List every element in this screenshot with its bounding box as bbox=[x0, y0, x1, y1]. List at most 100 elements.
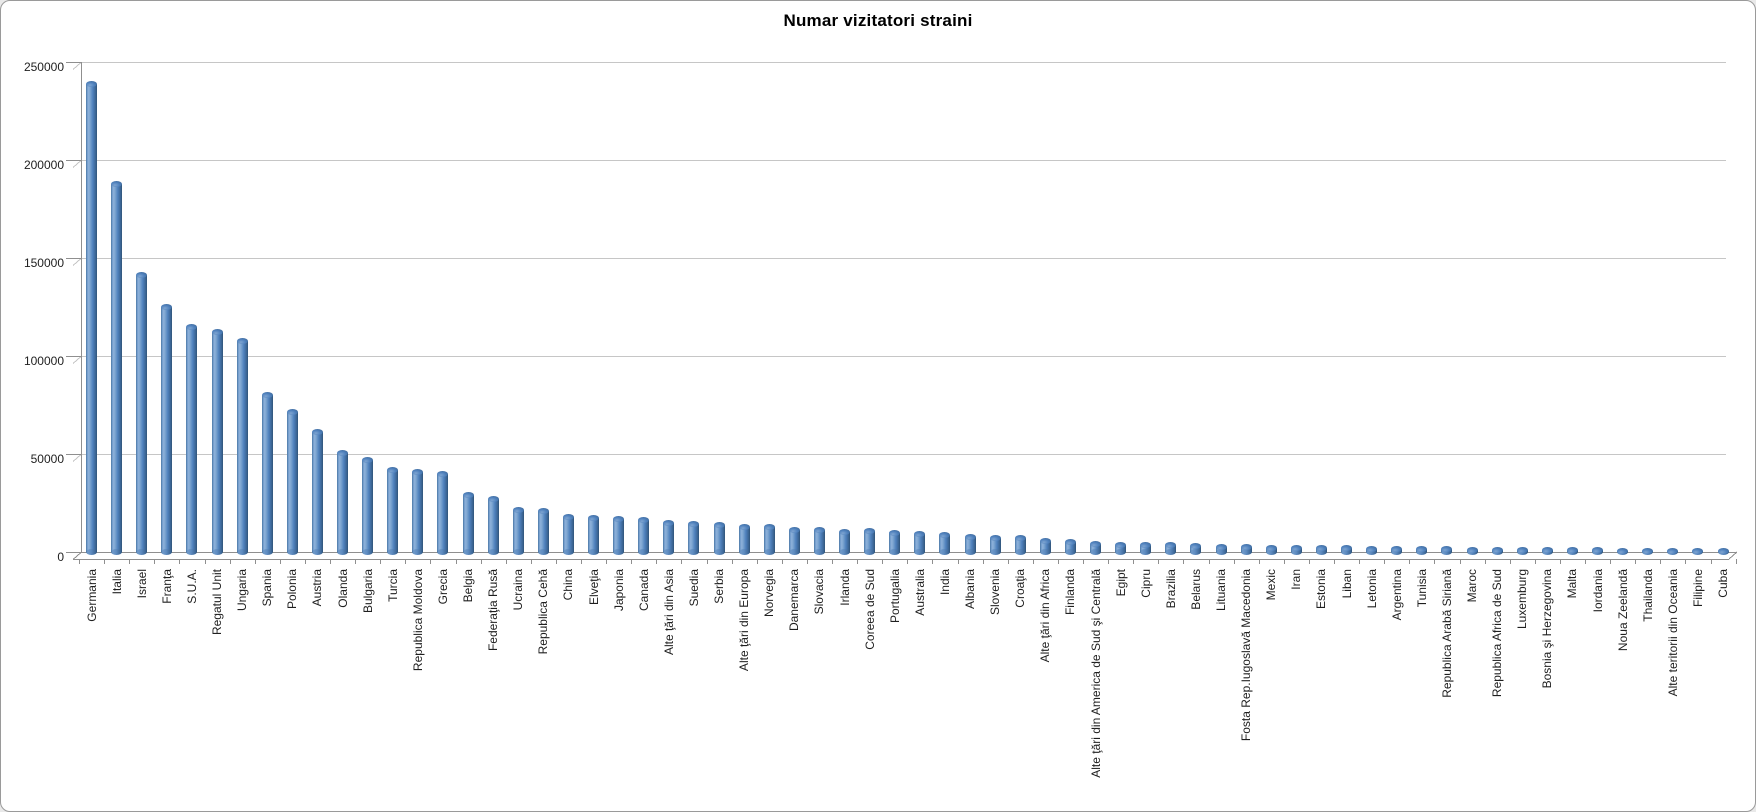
bar[interactable] bbox=[1039, 537, 1051, 555]
bar[interactable] bbox=[512, 506, 524, 555]
bar[interactable] bbox=[1692, 548, 1704, 555]
bar-top-cap bbox=[1566, 547, 1578, 554]
bar[interactable] bbox=[1115, 541, 1127, 555]
bar[interactable] bbox=[437, 470, 449, 555]
bar[interactable] bbox=[562, 513, 574, 555]
bar[interactable] bbox=[186, 323, 198, 555]
bar[interactable] bbox=[1215, 543, 1227, 555]
bar[interactable] bbox=[211, 329, 223, 555]
bar[interactable] bbox=[261, 392, 273, 555]
bar-top-cap bbox=[1391, 546, 1403, 553]
x-tick-label: Iordania bbox=[1590, 569, 1605, 613]
bar[interactable] bbox=[813, 527, 825, 555]
bar[interactable] bbox=[136, 271, 148, 555]
bar[interactable] bbox=[1240, 544, 1252, 555]
bar[interactable] bbox=[362, 456, 374, 555]
y-tick-label: 150000 bbox=[23, 256, 64, 270]
bar[interactable] bbox=[86, 80, 98, 555]
bar[interactable] bbox=[111, 180, 123, 555]
bar[interactable] bbox=[1265, 544, 1277, 555]
bar-top-cap bbox=[412, 468, 424, 475]
x-tick-label: Alte ţări din Europa bbox=[737, 569, 752, 672]
bar-bottom-cap bbox=[311, 548, 323, 555]
bar-top-cap bbox=[1692, 548, 1704, 554]
bar[interactable] bbox=[1491, 546, 1503, 555]
x-tick-label: Norvegia bbox=[762, 569, 777, 618]
bar[interactable] bbox=[387, 466, 399, 555]
bar-top-cap bbox=[1240, 544, 1252, 551]
bar[interactable] bbox=[1290, 544, 1302, 555]
bar[interactable] bbox=[412, 468, 424, 555]
bar[interactable] bbox=[537, 507, 549, 555]
bar[interactable] bbox=[487, 496, 499, 555]
bar[interactable] bbox=[1416, 546, 1428, 555]
bar-top-cap bbox=[588, 514, 600, 521]
bar[interactable] bbox=[939, 531, 951, 555]
bar[interactable] bbox=[337, 450, 349, 555]
bar[interactable] bbox=[638, 516, 650, 555]
bar[interactable] bbox=[1592, 547, 1604, 555]
bar[interactable] bbox=[462, 492, 474, 555]
bar[interactable] bbox=[763, 524, 775, 555]
bar[interactable] bbox=[889, 529, 901, 555]
bar-bottom-cap bbox=[512, 548, 524, 555]
bar[interactable] bbox=[236, 338, 248, 555]
bar-top-cap bbox=[939, 531, 951, 538]
bar-bottom-cap bbox=[839, 548, 851, 555]
bar[interactable] bbox=[1391, 546, 1403, 555]
x-tick-label: Republica Moldova bbox=[410, 569, 425, 672]
bar[interactable] bbox=[1466, 546, 1478, 555]
bar[interactable] bbox=[964, 533, 976, 555]
gridline-depth bbox=[72, 454, 82, 462]
bar[interactable] bbox=[1516, 546, 1528, 555]
bar[interactable] bbox=[1566, 547, 1578, 555]
x-tick-label: Filipine bbox=[1690, 569, 1705, 608]
bar-top-cap bbox=[1215, 543, 1227, 550]
bar[interactable] bbox=[1140, 541, 1152, 555]
bar[interactable] bbox=[613, 515, 625, 555]
bar[interactable] bbox=[738, 523, 750, 555]
bar[interactable] bbox=[688, 521, 700, 555]
bar-top-cap bbox=[788, 527, 800, 534]
x-tick-label: India bbox=[937, 569, 952, 596]
bar-top-cap bbox=[638, 516, 650, 523]
bar[interactable] bbox=[864, 528, 876, 555]
bar-top-cap bbox=[864, 528, 876, 535]
bar[interactable] bbox=[588, 514, 600, 555]
bar-top-cap bbox=[1491, 546, 1503, 553]
bar[interactable] bbox=[989, 534, 1001, 555]
bar[interactable] bbox=[1315, 545, 1327, 555]
bar-bottom-cap bbox=[613, 548, 625, 555]
bar[interactable] bbox=[1642, 547, 1654, 555]
bar[interactable] bbox=[663, 519, 675, 555]
bar[interactable] bbox=[311, 429, 323, 555]
bar[interactable] bbox=[1366, 545, 1378, 555]
bar[interactable] bbox=[161, 304, 173, 555]
bar[interactable] bbox=[1014, 535, 1026, 555]
bar-bottom-cap bbox=[211, 548, 223, 555]
x-tick-label: Tunisia bbox=[1414, 569, 1429, 608]
bar[interactable] bbox=[1090, 540, 1102, 555]
bar[interactable] bbox=[1190, 543, 1202, 555]
bar-bottom-cap bbox=[111, 548, 123, 555]
bar[interactable] bbox=[1617, 547, 1629, 555]
bar[interactable] bbox=[1541, 547, 1553, 555]
x-tick-label: Canada bbox=[636, 569, 651, 612]
bar[interactable] bbox=[713, 522, 725, 555]
bar[interactable] bbox=[788, 527, 800, 555]
bar-top-cap bbox=[1466, 546, 1478, 553]
bar[interactable] bbox=[1064, 539, 1076, 555]
bar[interactable] bbox=[1717, 548, 1729, 555]
bar[interactable] bbox=[1667, 547, 1679, 555]
bar[interactable] bbox=[1341, 545, 1353, 555]
bar[interactable] bbox=[1165, 542, 1177, 555]
bar-top-cap bbox=[1541, 547, 1553, 554]
gridline-depth bbox=[72, 552, 82, 560]
bar[interactable] bbox=[286, 408, 298, 555]
bar[interactable] bbox=[914, 531, 926, 555]
x-tick-label: Albania bbox=[963, 569, 978, 610]
x-tick-label: Republica Arabă Siriană bbox=[1439, 569, 1454, 698]
bar[interactable] bbox=[1441, 546, 1453, 555]
bar[interactable] bbox=[839, 528, 851, 555]
x-tick-label: Danemarca bbox=[787, 569, 802, 632]
